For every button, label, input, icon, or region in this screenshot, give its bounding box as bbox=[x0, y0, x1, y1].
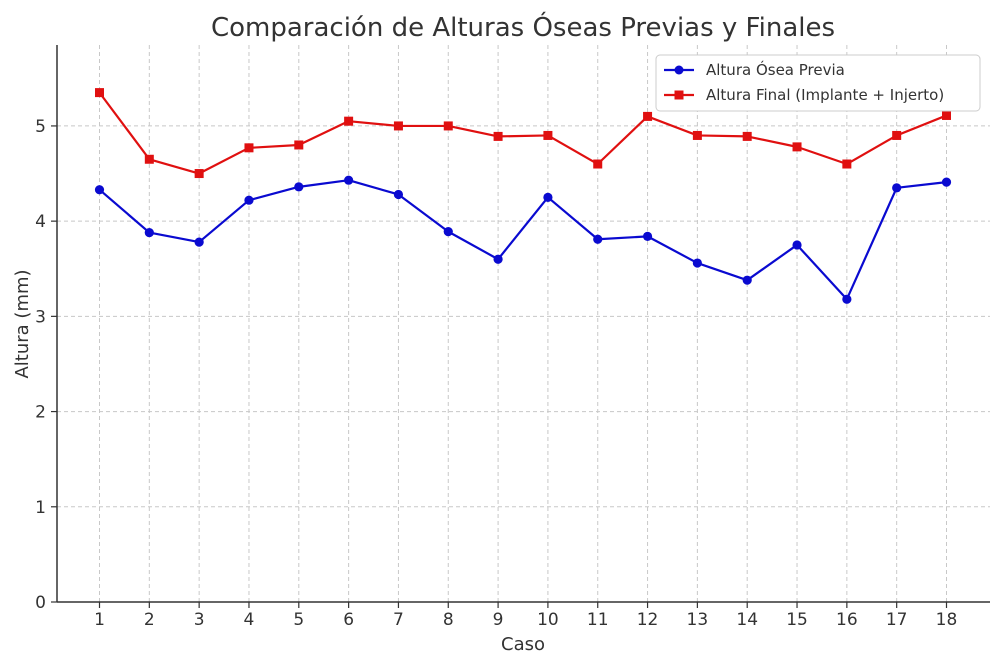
x-tick-label: 17 bbox=[886, 610, 908, 630]
x-tick-label: 11 bbox=[587, 610, 609, 630]
data-point bbox=[692, 130, 702, 140]
data-point bbox=[144, 154, 154, 164]
data-point bbox=[393, 189, 404, 200]
data-point bbox=[393, 121, 403, 131]
data-point bbox=[792, 240, 802, 250]
data-point bbox=[244, 143, 254, 153]
x-tick-label: 7 bbox=[393, 610, 404, 630]
data-point bbox=[842, 294, 852, 304]
data-point bbox=[643, 111, 653, 121]
y-tick-label: 2 bbox=[35, 403, 46, 423]
y-tick-label: 4 bbox=[35, 212, 46, 232]
data-point bbox=[144, 227, 154, 238]
data-point bbox=[443, 227, 453, 237]
legend-marker-previa bbox=[674, 65, 684, 75]
data-point bbox=[443, 121, 453, 131]
x-tick-label: 8 bbox=[443, 610, 454, 630]
data-point bbox=[692, 258, 702, 268]
x-axis-title: Caso bbox=[501, 634, 545, 655]
x-tick-label: 6 bbox=[343, 610, 354, 630]
data-point bbox=[94, 185, 105, 195]
data-point bbox=[493, 254, 503, 264]
data-point bbox=[543, 192, 553, 202]
x-tick-label: 1 bbox=[94, 610, 105, 630]
data-point bbox=[194, 237, 204, 247]
data-point bbox=[294, 182, 304, 192]
legend-box bbox=[655, 54, 981, 112]
data-point bbox=[742, 131, 752, 141]
series-line bbox=[98, 91, 947, 175]
data-point bbox=[742, 275, 752, 285]
data-point bbox=[942, 110, 951, 120]
data-point bbox=[642, 231, 653, 241]
data-point bbox=[543, 130, 553, 140]
data-point bbox=[892, 183, 902, 193]
x-tick-label: 2 bbox=[144, 610, 155, 630]
data-point bbox=[892, 130, 902, 140]
data-point bbox=[244, 195, 254, 205]
grid bbox=[57, 45, 990, 602]
x-tick-label: 4 bbox=[244, 610, 255, 630]
data-point bbox=[593, 234, 603, 244]
y-tick-label: 0 bbox=[35, 593, 46, 613]
data-point bbox=[95, 88, 104, 98]
y-tick-label: 3 bbox=[35, 307, 46, 327]
series-line bbox=[98, 179, 947, 301]
y-tick-label: 5 bbox=[35, 117, 46, 137]
data-point bbox=[593, 159, 603, 169]
x-tick-label: 10 bbox=[537, 610, 559, 630]
data-point bbox=[194, 169, 204, 179]
x-tick-label: 18 bbox=[936, 610, 958, 630]
axes bbox=[51, 45, 990, 608]
data-point bbox=[294, 140, 304, 150]
legend-marker-final bbox=[674, 90, 684, 100]
x-tick-label: 12 bbox=[637, 610, 659, 630]
data-point bbox=[344, 175, 354, 185]
data-point bbox=[792, 142, 802, 152]
data-point bbox=[941, 177, 952, 187]
chart-title: Comparación de Alturas Óseas Previas y F… bbox=[211, 11, 835, 43]
data-point bbox=[344, 116, 354, 126]
data-point bbox=[493, 131, 503, 141]
series-previa bbox=[94, 175, 952, 304]
series-group bbox=[94, 88, 952, 304]
y-tick-label: 1 bbox=[35, 498, 46, 518]
x-tick-label: 13 bbox=[687, 610, 709, 630]
x-tick-label: 5 bbox=[293, 610, 304, 630]
legend: Altura Ósea Previa Altura Final (Implant… bbox=[655, 54, 981, 112]
x-tick-label: 3 bbox=[194, 610, 205, 630]
legend-label-previa: Altura Ósea Previa bbox=[706, 60, 845, 79]
x-tick-label: 9 bbox=[493, 610, 504, 630]
legend-label-final: Altura Final (Implante + Injerto) bbox=[706, 86, 944, 104]
data-point bbox=[842, 159, 852, 169]
series-final bbox=[95, 88, 951, 179]
x-tick-label: 16 bbox=[836, 610, 858, 630]
x-tick-label: 14 bbox=[736, 610, 758, 630]
x-tick-label: 15 bbox=[786, 610, 808, 630]
y-axis-title: Altura (mm) bbox=[12, 269, 33, 378]
